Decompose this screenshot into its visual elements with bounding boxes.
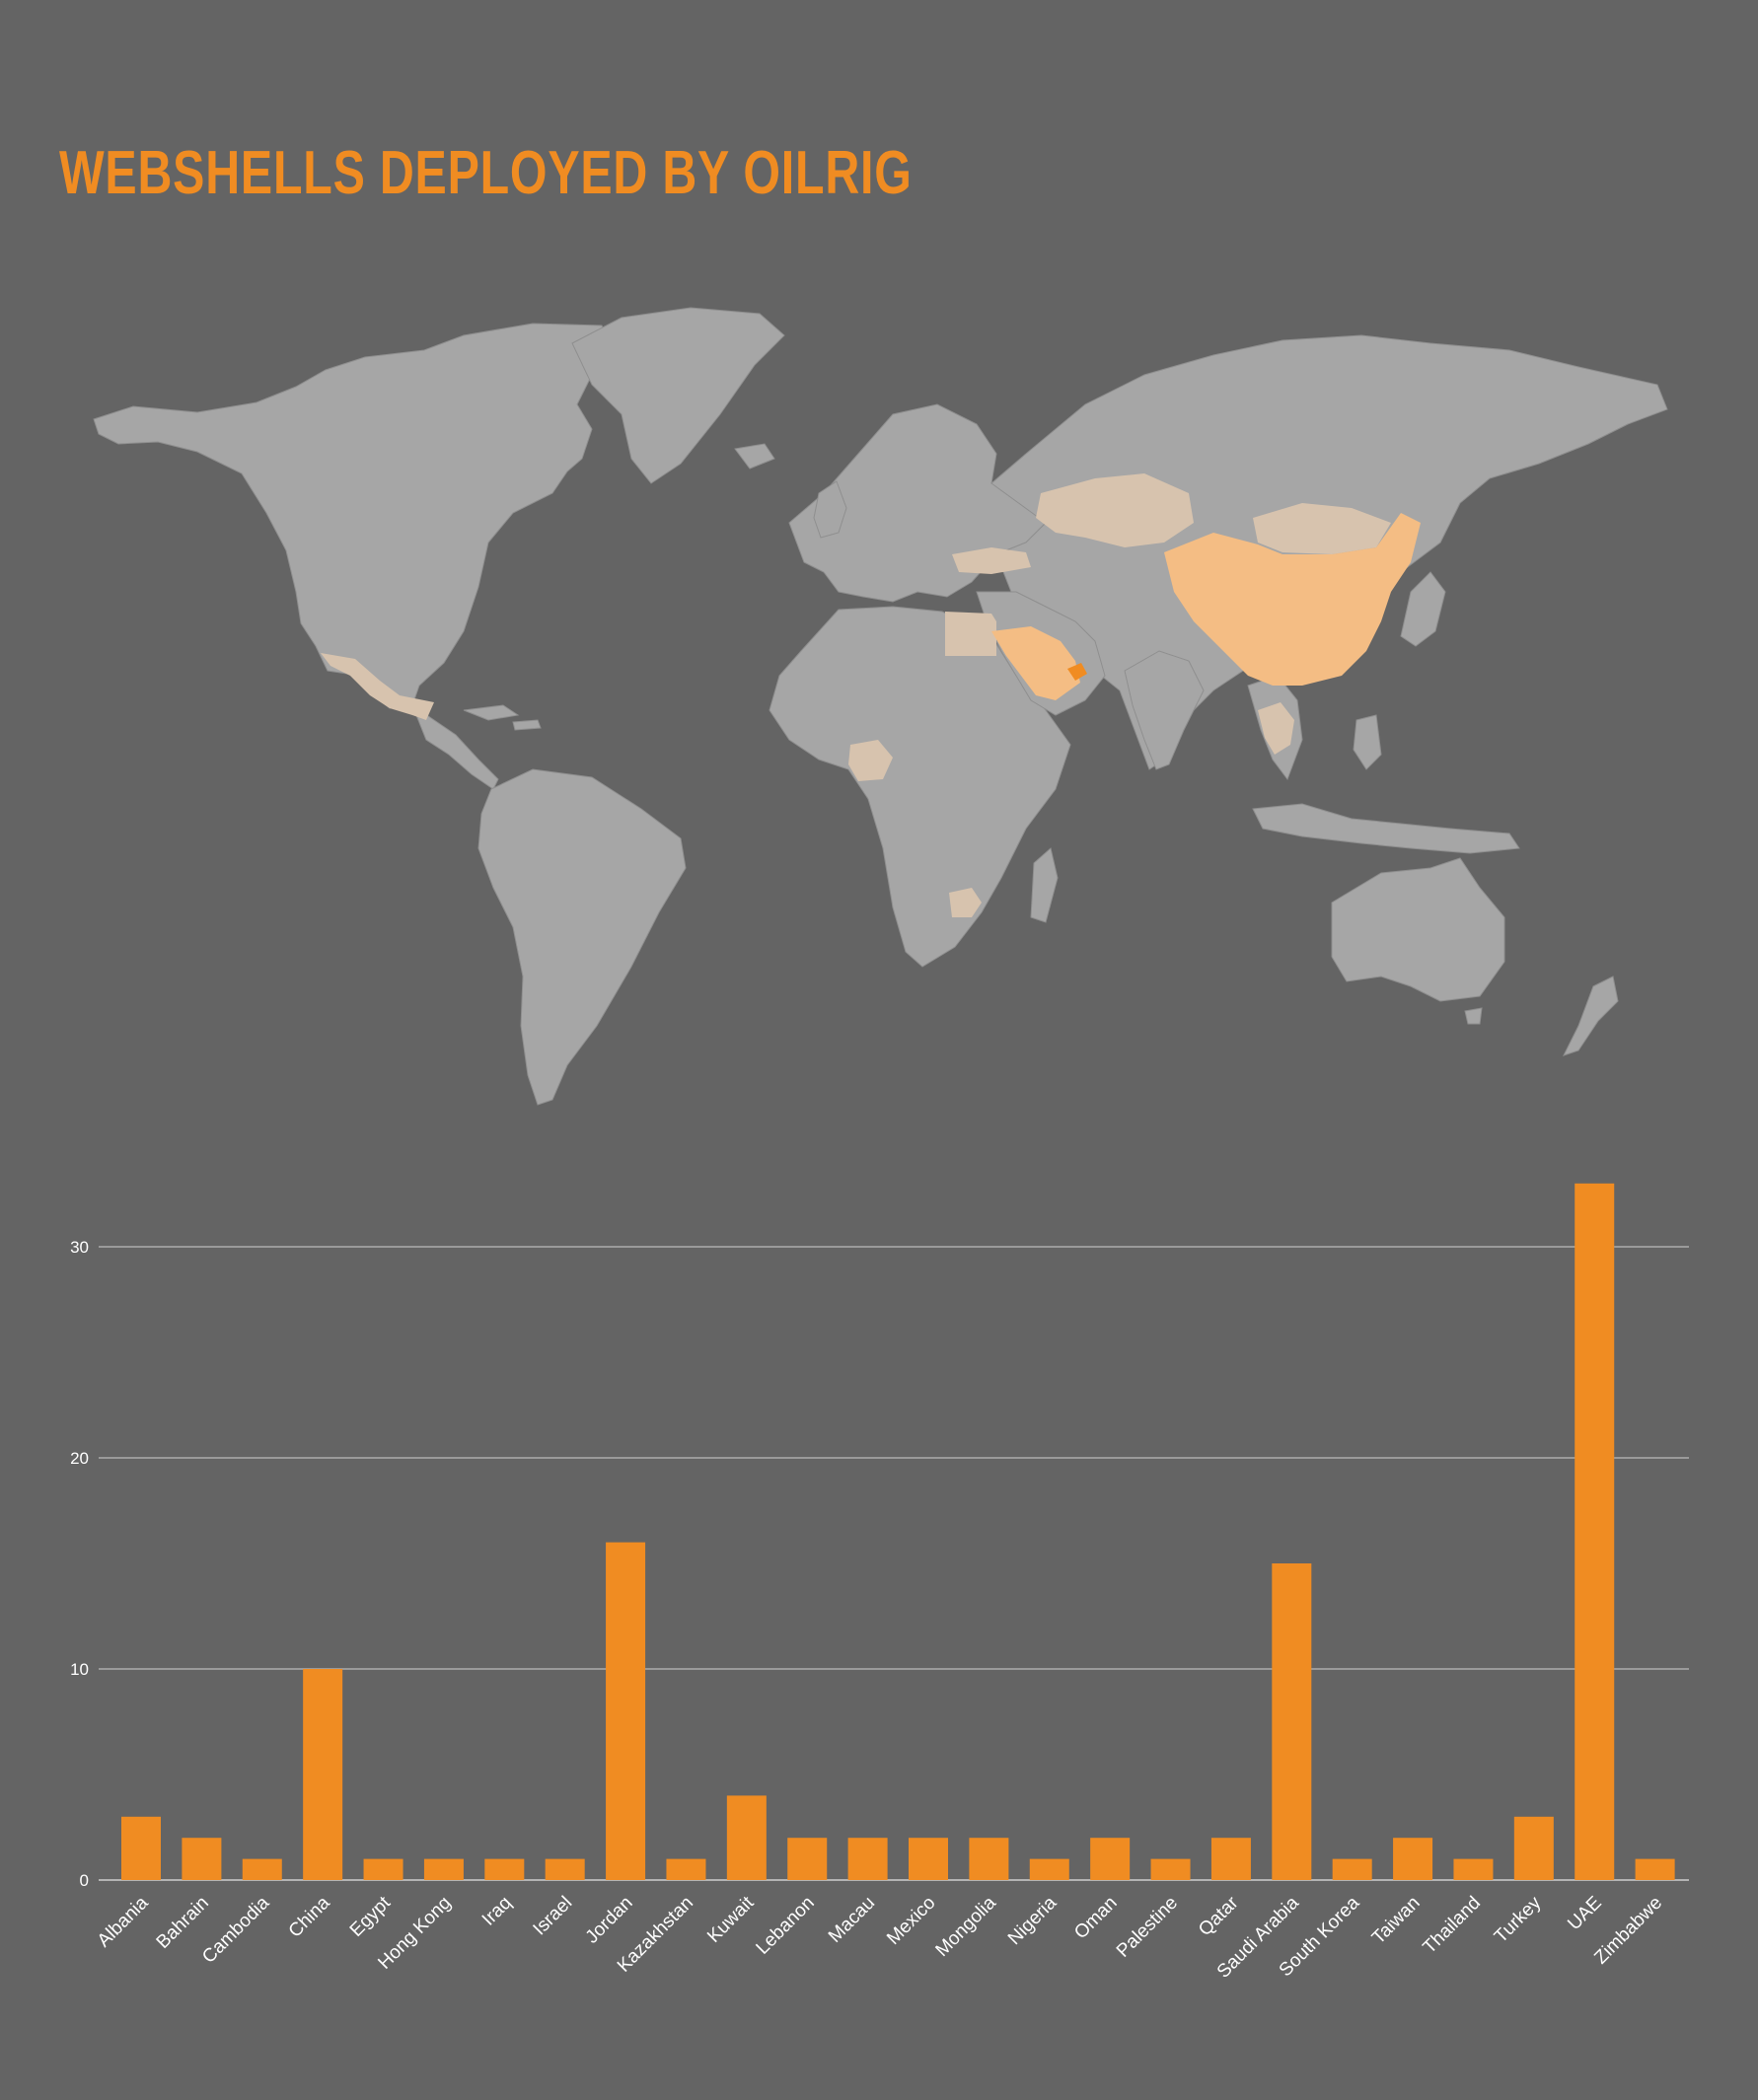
land-madagascar	[1030, 847, 1059, 923]
land-central-america	[410, 703, 499, 790]
bar-qatar	[1210, 1838, 1251, 1880]
bar-uae	[1575, 1183, 1615, 1880]
bar-zimbabwe	[1635, 1858, 1675, 1880]
x-tick-label: Lebanon	[753, 1893, 819, 1959]
x-tick-label: Israel	[530, 1893, 577, 1940]
bar-jordan	[606, 1542, 646, 1880]
region-thailand-cambodia	[1258, 702, 1294, 755]
x-tick-label: Oman	[1070, 1893, 1121, 1943]
bar-israel	[545, 1858, 585, 1880]
region-china	[1164, 513, 1421, 686]
region-mongolia	[1253, 503, 1391, 554]
land-uk	[813, 480, 847, 539]
land-south-america	[477, 768, 687, 1106]
bar-china	[303, 1669, 343, 1880]
bar-cambodia	[242, 1858, 282, 1880]
bar-iraq	[484, 1858, 525, 1880]
x-tick-label: Macau	[825, 1893, 879, 1947]
y-tick-label: 10	[70, 1660, 89, 1679]
x-tick-label: UAE	[1564, 1893, 1605, 1934]
bar-turkey	[1513, 1816, 1554, 1880]
land-tasmania	[1464, 1007, 1483, 1025]
y-tick-label: 20	[70, 1449, 89, 1468]
highlighted-countries	[321, 473, 1421, 917]
x-tick-label: Mongolia	[932, 1892, 1001, 1961]
land-new-zealand	[1563, 976, 1619, 1056]
region-saudi-arabia	[991, 626, 1080, 700]
region-zimbabwe	[949, 888, 982, 917]
land-iceland	[734, 443, 775, 470]
x-tick-label: Thailand	[1420, 1893, 1485, 1958]
bar-macau	[847, 1838, 888, 1880]
x-tick-label: Taiwan	[1368, 1893, 1425, 1949]
x-tick-label: China	[285, 1892, 334, 1941]
bar-taiwan	[1393, 1838, 1433, 1880]
x-tick-label: Mexico	[883, 1893, 939, 1949]
chart-bars	[121, 1183, 1675, 1880]
land-north-america	[93, 323, 613, 709]
x-tick-label: Jordan	[582, 1893, 637, 1948]
land-australia	[1331, 857, 1505, 1002]
land-greenland	[571, 307, 785, 484]
region-turkey	[952, 547, 1031, 574]
land-india	[1124, 650, 1205, 770]
bar-albania	[121, 1816, 161, 1880]
bar-south-korea	[1332, 1858, 1372, 1880]
bar-oman	[1090, 1838, 1131, 1880]
land-japan	[1400, 571, 1446, 647]
y-tick-label: 0	[80, 1871, 89, 1890]
bar-kazakhstan	[666, 1858, 706, 1880]
chart-y-ticks: 0 10 20 30	[70, 1238, 89, 1890]
x-tick-label: Bahrain	[153, 1893, 213, 1953]
region-kazakhstan	[1036, 473, 1194, 547]
x-tick-label: Turkey	[1491, 1892, 1546, 1947]
bar-bahrain	[182, 1838, 222, 1880]
bar-palestine	[1150, 1858, 1191, 1880]
bar-saudi-arabia	[1272, 1563, 1312, 1880]
x-tick-label: Palestine	[1113, 1893, 1182, 1962]
region-mexico	[321, 653, 434, 720]
world-map	[93, 307, 1668, 1106]
x-tick-label: Cambodia	[198, 1892, 273, 1967]
land-philippines	[1353, 714, 1382, 770]
x-tick-label: Egypt	[346, 1892, 396, 1941]
page-title: WEBSHELLS DEPLOYED BY OILRIG	[59, 139, 913, 207]
bar-lebanon	[787, 1838, 828, 1880]
x-tick-label: Kuwait	[703, 1892, 759, 1947]
bar-egypt	[363, 1858, 403, 1880]
land-indonesia	[1252, 803, 1520, 854]
x-tick-label: Nigeria	[1004, 1892, 1062, 1949]
bar-mexico	[909, 1838, 948, 1880]
x-tick-label: Iraq	[478, 1893, 516, 1930]
bar-hong-kong	[423, 1858, 464, 1880]
y-tick-label: 30	[70, 1238, 89, 1257]
land-masses	[93, 307, 1668, 1106]
region-uae	[1067, 663, 1087, 681]
land-caribbean	[463, 704, 542, 731]
bar-thailand	[1453, 1858, 1494, 1880]
region-nigeria	[848, 740, 893, 781]
region-egypt	[945, 612, 996, 656]
bar-kuwait	[726, 1795, 767, 1880]
x-tick-label: Qatar	[1195, 1892, 1243, 1940]
x-tick-label: Albania	[94, 1892, 153, 1951]
bar-mongolia	[969, 1838, 1009, 1880]
bar-nigeria	[1029, 1858, 1069, 1880]
